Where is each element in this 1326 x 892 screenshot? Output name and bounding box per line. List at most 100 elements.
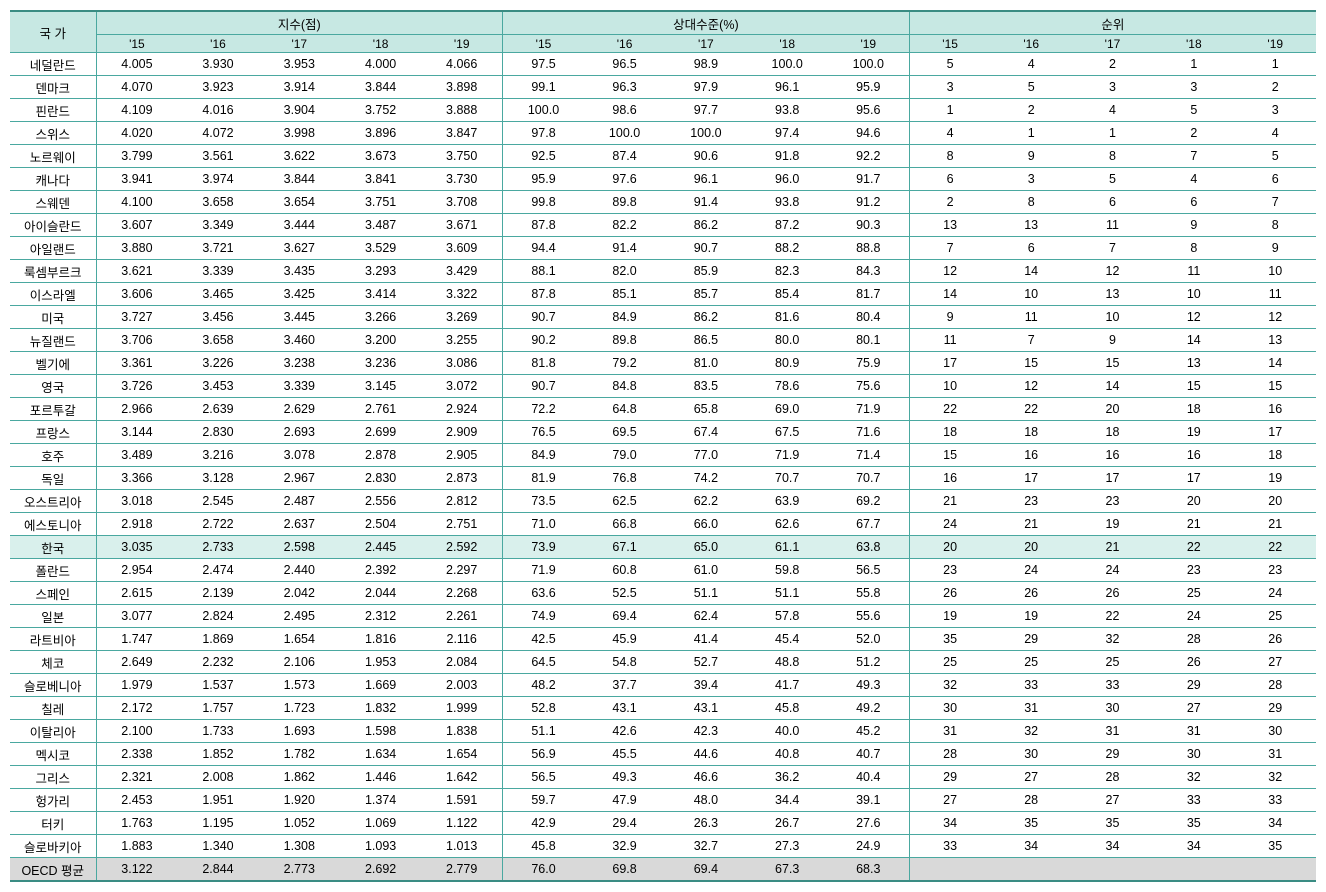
rank-cell: 35 [1072,812,1153,835]
index-cell: 2.495 [259,605,340,628]
country-cell: 아일랜드 [10,237,96,260]
index-cell: 1.669 [340,674,421,697]
relative-cell: 63.8 [828,536,909,559]
rank-cell: 30 [991,743,1072,766]
rank-cell: 33 [991,674,1072,697]
table-row: 슬로바키아1.8831.3401.3081.0931.01345.832.932… [10,835,1316,858]
country-cell: 프랑스 [10,421,96,444]
index-cell: 3.086 [421,352,502,375]
relative-cell: 56.5 [503,766,584,789]
relative-cell: 71.9 [503,559,584,582]
index-cell: 3.923 [177,76,258,99]
index-cell: 2.261 [421,605,502,628]
index-cell: 2.639 [177,398,258,421]
relative-cell: 39.1 [828,789,909,812]
header-year: '18 [747,35,828,53]
rank-cell: 26 [1234,628,1316,651]
relative-cell: 54.8 [584,651,665,674]
relative-cell: 51.1 [747,582,828,605]
header-group-relative: 상대수준(%) [503,11,910,35]
relative-cell: 51.1 [503,720,584,743]
relative-cell: 84.9 [503,444,584,467]
relative-cell: 91.8 [747,145,828,168]
rank-cell: 17 [1153,467,1234,490]
rank-cell: 34 [1072,835,1153,858]
relative-cell: 62.5 [584,490,665,513]
relative-cell: 59.7 [503,789,584,812]
rank-cell: 12 [1234,306,1316,329]
relative-cell: 85.4 [747,283,828,306]
relative-cell: 67.4 [665,421,746,444]
rank-cell: 34 [1153,835,1234,858]
rank-cell: 22 [1072,605,1153,628]
relative-cell: 67.1 [584,536,665,559]
country-cell: 영국 [10,375,96,398]
index-cell: 3.658 [177,329,258,352]
header-year: '16 [991,35,1072,53]
index-cell: 1.816 [340,628,421,651]
table-row: 호주3.4893.2163.0782.8782.90584.979.077.07… [10,444,1316,467]
relative-cell: 80.4 [828,306,909,329]
relative-cell: 90.7 [503,375,584,398]
index-cell: 4.072 [177,122,258,145]
rank-cell: 7 [909,237,990,260]
country-cell: 칠레 [10,697,96,720]
relative-cell: 97.6 [584,168,665,191]
rank-cell: 2 [1153,122,1234,145]
country-cell: 한국 [10,536,96,559]
relative-cell: 40.8 [747,743,828,766]
country-cell: 오스트리아 [10,490,96,513]
index-cell: 3.349 [177,214,258,237]
data-table: 국 가 지수(점) 상대수준(%) 순위 '15'16'17'18'19'15'… [10,10,1316,882]
relative-cell: 84.8 [584,375,665,398]
index-cell: 2.905 [421,444,502,467]
index-cell: 2.751 [421,513,502,536]
rank-cell: 34 [991,835,1072,858]
rank-cell: 22 [1153,536,1234,559]
relative-cell: 26.3 [665,812,746,835]
rank-cell: 23 [1234,559,1316,582]
rank-cell: 17 [1234,421,1316,444]
relative-cell: 100.0 [828,53,909,76]
relative-cell: 46.6 [665,766,746,789]
index-cell: 1.446 [340,766,421,789]
index-cell: 1.573 [259,674,340,697]
rank-cell: 19 [909,605,990,628]
index-cell: 3.444 [259,214,340,237]
rank-cell: 35 [1153,812,1234,835]
relative-cell: 91.4 [665,191,746,214]
rank-cell: 23 [991,490,1072,513]
rank-cell: 28 [991,789,1072,812]
relative-cell: 87.2 [747,214,828,237]
relative-cell: 52.7 [665,651,746,674]
relative-cell: 95.9 [828,76,909,99]
index-cell: 3.078 [259,444,340,467]
index-cell: 2.830 [340,467,421,490]
index-cell: 2.699 [340,421,421,444]
header-year: '15 [503,35,584,53]
relative-cell: 66.0 [665,513,746,536]
relative-cell: 74.9 [503,605,584,628]
header-year: '18 [1153,35,1234,53]
relative-cell: 97.5 [503,53,584,76]
index-cell: 3.018 [96,490,177,513]
index-cell: 4.000 [340,53,421,76]
table-row: 이스라엘3.6063.4653.4253.4143.32287.885.185.… [10,283,1316,306]
index-cell: 3.269 [421,306,502,329]
relative-cell: 100.0 [747,53,828,76]
relative-cell: 37.7 [584,674,665,697]
rank-cell: 32 [1072,628,1153,651]
rank-cell: 25 [991,651,1072,674]
country-cell: 이스라엘 [10,283,96,306]
index-cell: 1.733 [177,720,258,743]
relative-cell: 97.4 [747,122,828,145]
country-cell: 스페인 [10,582,96,605]
rank-cell: 27 [1072,789,1153,812]
rank-cell: 28 [1153,628,1234,651]
relative-cell: 95.6 [828,99,909,122]
relative-cell: 96.3 [584,76,665,99]
rank-cell: 14 [909,283,990,306]
rank-cell: 18 [1234,444,1316,467]
relative-cell: 76.8 [584,467,665,490]
header-year: '16 [177,35,258,53]
